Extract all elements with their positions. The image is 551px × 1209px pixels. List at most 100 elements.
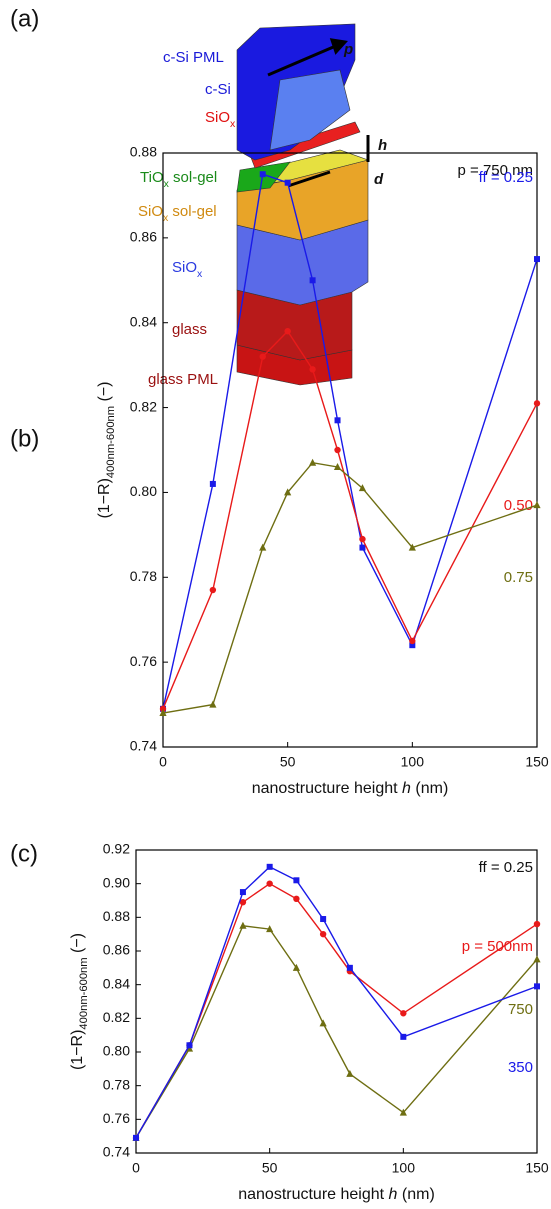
plot-frame [162,152,538,748]
x-axis-label-main: nanostructure height [238,1186,388,1203]
marker [533,920,541,928]
y-tick-label: 0.76 [103,1110,130,1126]
legend-label: 350 [508,1059,533,1076]
marker [399,1108,407,1116]
legend-label: 0.75 [504,569,533,586]
x-tick-label: 50 [280,754,296,770]
arrow-label: p [343,41,353,58]
x-axis-label: nanostructure height h (nm) [238,1186,435,1203]
marker [239,921,247,929]
y-axis-label: (1−R)400nm-600nm (−) [69,933,90,1070]
y-tick-label: 0.82 [103,1009,130,1025]
y-tick-label: 0.78 [130,568,157,584]
layer-label: SiOx [172,259,203,280]
marker [209,480,216,487]
y-tick-label: 0.80 [103,1043,130,1059]
layer-label-main: glass PML [148,371,218,388]
marker [319,930,327,938]
panel-label: (c) [10,840,38,867]
x-tick-label: 100 [401,754,425,770]
siox-thin-layer [249,121,361,169]
layer-label-sub: x [197,268,203,280]
layer-label: SiOx sol-gel [138,203,217,224]
marker [266,863,273,870]
marker [533,400,541,407]
series-line [162,330,538,710]
marker [533,501,541,509]
layer-label-sub: x [164,178,170,190]
arrow-label: d [374,171,384,188]
marker [293,877,300,884]
marker [346,964,353,971]
x-tick-label: 150 [525,1160,549,1176]
marker [359,544,366,551]
y-axis-label-rest: (−) [96,381,113,405]
marker [186,1042,193,1049]
marker [293,895,300,903]
layer-label-main: SiO [172,259,197,276]
marker [259,171,266,178]
marker [319,1019,327,1027]
layer-label: c-Si [205,81,231,98]
layer-label: TiOx sol-gel [140,169,217,190]
layer-label-main: glass [172,321,207,338]
layer-label-main: SiO [138,203,163,220]
layer-label-rest: sol-gel [168,203,216,220]
marker [309,458,317,466]
marker [409,642,416,649]
arrow-d [287,170,331,188]
x-tick-label: 50 [262,1160,278,1176]
marker [133,1134,139,1141]
marker [259,543,267,551]
y-axis-label-main: (1−R) [69,1030,86,1070]
x-axis-label: nanostructure height h (nm) [252,780,449,797]
series-line [162,461,538,714]
series-line [135,924,538,1139]
plot-frame [135,849,538,1154]
marker [284,328,291,335]
layer-label: c-Si PML [163,49,224,66]
marker [334,446,341,454]
layer-label-rest: sol-gel [169,169,217,186]
annotation: ff = 0.25 [479,859,533,876]
y-tick-label: 0.74 [130,738,157,754]
marker [346,1069,354,1077]
annotation: p = 750 nm [458,162,533,179]
marker [209,700,217,708]
y-tick-label: 0.84 [103,975,130,991]
marker [266,925,274,933]
marker [292,963,300,971]
y-tick-label: 0.78 [103,1076,130,1092]
x-tick-label: 0 [159,754,167,770]
marker [400,1033,407,1040]
arrows [267,38,370,188]
arrow-label: h [378,137,387,154]
y-tick-label: 0.80 [130,483,157,499]
legend-label: p = 500nm [462,938,533,955]
marker [239,898,247,906]
y-tick-label: 0.86 [103,942,130,958]
legend-label: ff = 0.25 [479,169,533,186]
layer-label: SiOx [205,109,236,130]
panel-label: (a) [10,5,39,32]
marker [400,1010,407,1017]
layer-label-main: SiO [205,109,230,126]
y-tick-label: 0.90 [103,874,130,890]
x-tick-label: 150 [525,754,549,770]
marker [409,637,416,645]
x-axis-label-italic: h [402,780,411,797]
marker [309,366,316,373]
layer-label-main: c-Si [205,81,231,98]
y-tick-label: 0.86 [130,229,157,245]
x-axis-label-italic: h [389,1186,398,1203]
mesh-diagram [236,23,370,386]
legend-label: 750 [508,1001,533,1018]
marker [408,543,416,551]
layer-label-main: TiO [140,169,164,186]
layer-label: glass PML [148,371,218,388]
marker [359,535,366,543]
marker [309,277,316,284]
marker [358,484,367,492]
marker [534,256,540,263]
